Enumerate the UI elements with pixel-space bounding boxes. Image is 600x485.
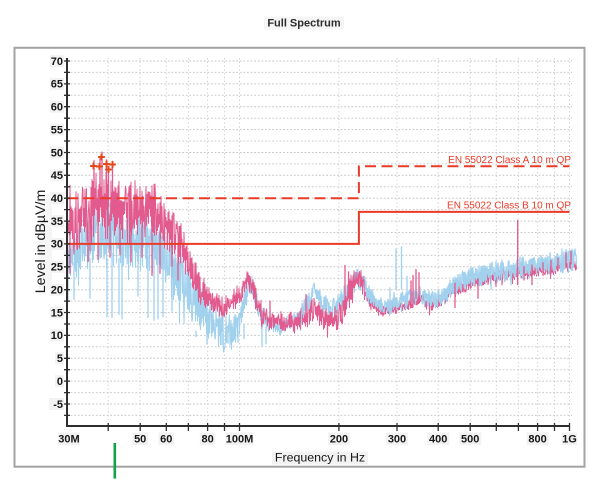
- svg-text:100M: 100M: [226, 434, 254, 446]
- svg-text:1G: 1G: [562, 434, 577, 446]
- svg-text:70: 70: [51, 56, 63, 68]
- svg-text:40: 40: [51, 193, 63, 205]
- svg-text:Full Spectrum: Full Spectrum: [267, 18, 341, 30]
- svg-text:0: 0: [57, 376, 63, 388]
- svg-text:50: 50: [51, 147, 63, 159]
- svg-text:10: 10: [51, 330, 63, 342]
- svg-text:-5: -5: [53, 399, 63, 411]
- svg-text:50: 50: [134, 434, 146, 446]
- svg-text:25: 25: [51, 262, 63, 274]
- svg-text:5: 5: [57, 353, 63, 365]
- svg-text:65: 65: [51, 79, 63, 91]
- svg-text:60: 60: [160, 434, 172, 446]
- svg-text:20: 20: [51, 285, 63, 297]
- svg-text:EN 55022 Class A 10 m QP: EN 55022 Class A 10 m QP: [448, 155, 571, 166]
- svg-text:800: 800: [528, 434, 546, 446]
- svg-text:Level in dBµV/m: Level in dBµV/m: [33, 190, 49, 294]
- svg-text:Frequency in Hz: Frequency in Hz: [275, 451, 365, 465]
- svg-text:15: 15: [51, 307, 63, 319]
- svg-text:500: 500: [461, 434, 479, 446]
- svg-text:200: 200: [330, 434, 348, 446]
- svg-text:30: 30: [51, 239, 63, 251]
- svg-text:EN 55022 Class B 10 m QP: EN 55022 Class B 10 m QP: [447, 201, 571, 212]
- svg-text:300: 300: [388, 434, 406, 446]
- svg-text:80: 80: [201, 434, 213, 446]
- svg-text:55: 55: [51, 124, 63, 136]
- svg-text:400: 400: [429, 434, 447, 446]
- svg-text:35: 35: [51, 216, 63, 228]
- svg-text:30M: 30M: [58, 434, 79, 446]
- svg-text:60: 60: [51, 102, 63, 114]
- svg-text:45: 45: [51, 170, 63, 182]
